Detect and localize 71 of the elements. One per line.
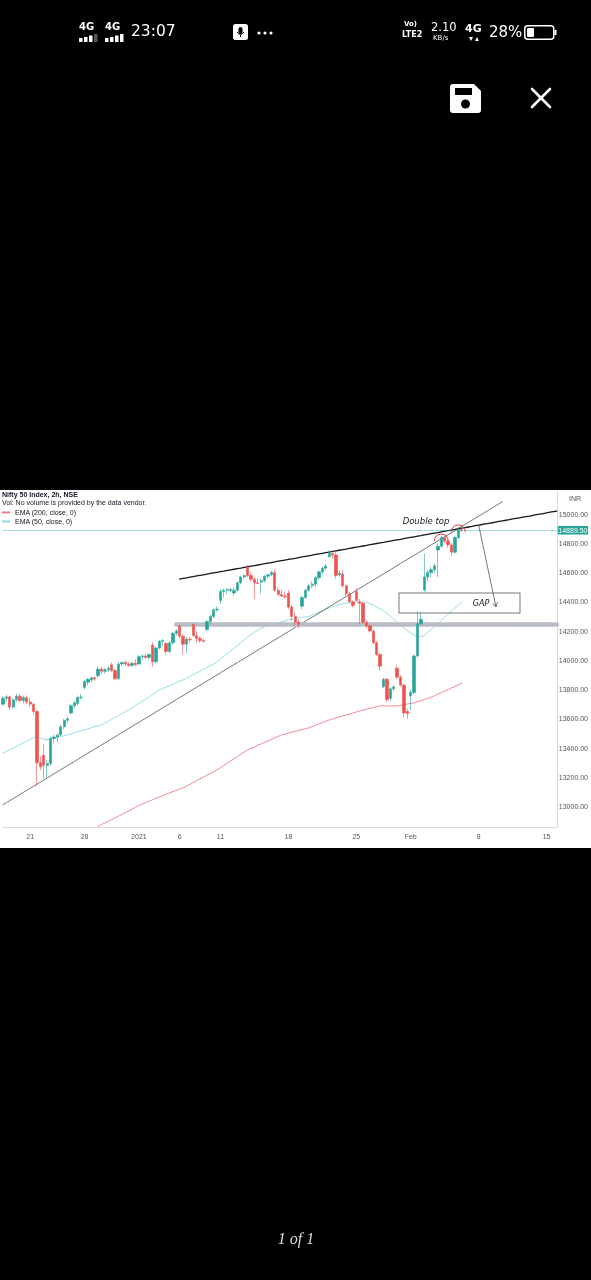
- candlestick: [130, 661, 134, 668]
- line-series: [97, 682, 463, 827]
- candlestick: [338, 570, 341, 578]
- candlestick: [93, 676, 96, 682]
- candlestick: [450, 543, 453, 557]
- candlestick: [137, 654, 141, 666]
- candlestick: [280, 589, 283, 598]
- text: 23:07: [131, 22, 176, 40]
- candlestick: [385, 677, 389, 703]
- candlestick: [328, 549, 331, 559]
- candlestick: [389, 687, 392, 702]
- text: 28%: [489, 23, 523, 41]
- candlestick: [226, 587, 229, 595]
- candlestick: [90, 676, 93, 683]
- candlestick: [260, 578, 263, 595]
- candlestick: [42, 743, 45, 780]
- candlestick: [185, 636, 188, 654]
- candlestick: [86, 677, 90, 686]
- candlestick: [134, 659, 137, 667]
- text: LTE2: [402, 30, 423, 39]
- candlestick: [270, 570, 273, 577]
- candlestick: [151, 641, 154, 668]
- candlestick: [273, 569, 276, 592]
- candlestick: [361, 601, 365, 625]
- candlestick: [266, 573, 270, 579]
- candlestick: [69, 703, 73, 715]
- candlestick: [96, 665, 100, 679]
- candlestick: [429, 566, 433, 579]
- text: 4G: [79, 21, 95, 32]
- candlestick: [12, 698, 15, 709]
- annotation: GAP: [472, 598, 490, 608]
- candlestick: [100, 666, 103, 674]
- candlestick: [8, 695, 11, 711]
- candlestick: [76, 695, 79, 706]
- candlestick: [144, 653, 147, 660]
- candlestick: [188, 636, 192, 644]
- candlestick: [1, 696, 5, 706]
- annotation: Double top: [402, 516, 450, 526]
- candlestick: [334, 551, 338, 579]
- candlestick: [198, 635, 202, 644]
- candlestick: [25, 695, 28, 705]
- line-series: [2, 601, 463, 754]
- line-series: [2, 501, 503, 806]
- candlestick: [124, 660, 127, 667]
- candlestick: [423, 553, 426, 593]
- text: 2.10: [431, 20, 457, 34]
- candlestick: [205, 619, 209, 632]
- candlestick: [164, 641, 168, 655]
- line-series: [179, 510, 558, 580]
- candlestick: [253, 576, 256, 600]
- candlestick: [243, 573, 246, 580]
- candlestick: [161, 638, 164, 647]
- candlestick: [147, 653, 151, 660]
- candlestick: [443, 536, 446, 544]
- candlestick: [229, 587, 232, 593]
- candlestick: [127, 661, 130, 668]
- text: 4G: [465, 22, 482, 35]
- candlestick: [202, 638, 205, 644]
- candlestick: [18, 693, 22, 704]
- candlestick: [107, 665, 110, 673]
- candlestick: [83, 679, 86, 690]
- candlestick: [117, 661, 120, 681]
- candlestick: [324, 563, 327, 570]
- text: 1 of 1: [276, 1230, 316, 1247]
- candlestick: [22, 695, 25, 704]
- candlestick: [382, 677, 385, 689]
- candlestick: [219, 588, 222, 605]
- text: 4G: [105, 21, 121, 32]
- candlestick: [5, 694, 8, 702]
- candlestick: [246, 564, 249, 578]
- candlestick: [103, 667, 107, 674]
